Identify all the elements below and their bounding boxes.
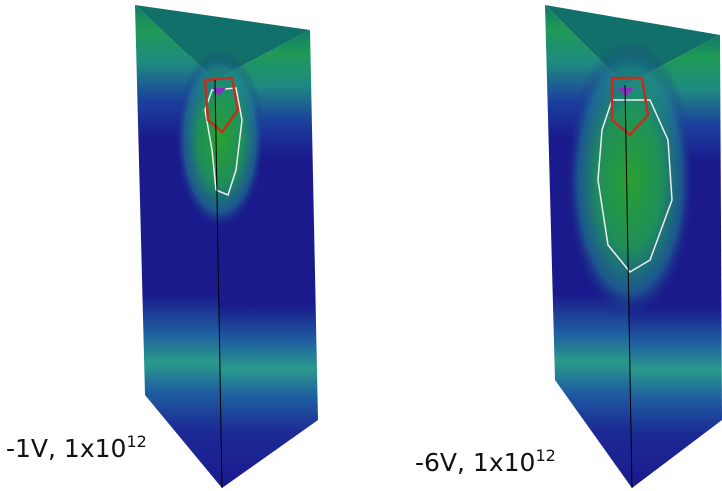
caption: -1V, 1x1012 [6,432,147,463]
figure: -1V, 1x1012 -6V, 1x1012 [0,0,722,491]
prism-left [135,5,318,488]
caption-exponent: 12 [535,446,555,465]
caption-base: -1V, 1x10 [6,434,126,463]
prism-right [545,5,722,488]
caption-base: -6V, 1x10 [415,448,535,477]
caption-exponent: 12 [126,432,146,451]
caption: -6V, 1x1012 [415,446,556,477]
prism-render [0,0,722,491]
